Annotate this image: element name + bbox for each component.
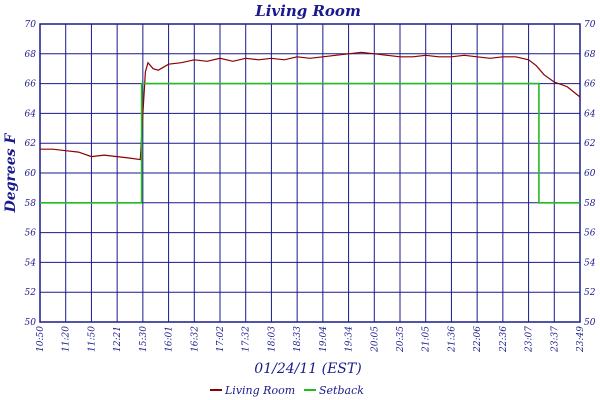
x-tick-label: 18:33 (293, 326, 303, 352)
grid (39, 23, 581, 323)
y-tick-label-left: 56 (25, 229, 37, 239)
y-tick-label-left: 58 (25, 199, 37, 209)
series-line-setback (40, 82, 580, 204)
x-tick-label: 11:20 (62, 326, 72, 352)
x-tick-label: 17:02 (216, 326, 226, 352)
x-tick-label: 23:07 (525, 326, 535, 353)
y-axis-label: Degrees F (3, 133, 19, 214)
x-tick-label: 19:04 (319, 326, 329, 352)
x-tick-label: 21:36 (447, 326, 457, 353)
y-tick-label-right: 62 (584, 139, 596, 149)
y-tick-label-left: 68 (25, 50, 37, 60)
legend-label-setback: Setback (319, 384, 364, 397)
y-tick-label-right: 64 (584, 109, 596, 119)
y-tick-label-right: 68 (584, 50, 596, 60)
y-tick-label-left: 60 (25, 169, 37, 179)
x-tick-label: 20:35 (396, 326, 406, 353)
y-tick-label-right: 54 (584, 258, 596, 268)
y-tick-label-right: 50 (584, 318, 596, 328)
y-tick-label-left: 70 (25, 20, 37, 30)
x-tick-label: 15:30 (139, 326, 149, 352)
y-tick-label-left: 52 (25, 288, 37, 298)
series-group (40, 51, 581, 204)
legend: Living Room Setback (210, 384, 364, 397)
legend-label-living-room: Living Room (224, 384, 295, 397)
y-tick-label-left: 50 (25, 318, 37, 328)
x-tick-label: 22:06 (473, 326, 483, 353)
y-tick-label-left: 66 (25, 80, 37, 90)
y-axis-left: 50 52 54 56 58 60 62 64 66 68 70 (25, 20, 37, 328)
y-axis-right: 50 52 54 56 58 60 62 64 66 68 70 (584, 20, 596, 328)
y-tick-label-right: 52 (584, 288, 596, 298)
x-tick-label: 17:32 (242, 326, 252, 352)
y-tick-label-left: 54 (25, 258, 37, 268)
chart-title: Living Room (254, 2, 361, 20)
x-tick-label: 18:03 (267, 326, 277, 352)
x-tick-label: 21:05 (422, 326, 432, 353)
x-tick-label: 16:01 (165, 326, 175, 352)
y-tick-label-right: 58 (584, 199, 596, 209)
x-tick-label: 23:37 (550, 326, 560, 353)
y-tick-label-right: 70 (584, 20, 596, 30)
x-tick-label: 10:50 (36, 326, 46, 352)
x-tick-label: 12:21 (113, 326, 123, 352)
x-tick-label: 22:36 (499, 326, 509, 353)
y-tick-label-left: 64 (25, 109, 37, 119)
x-tick-label: 16:32 (190, 326, 200, 352)
x-tick-label: 23:49 (576, 326, 586, 353)
x-axis: 10:50 11:20 11:50 12:21 15:30 16:01 16:32 17:02… (36, 326, 586, 353)
y-tick-label-right: 60 (584, 169, 596, 179)
y-tick-label-right: 56 (584, 229, 596, 239)
x-axis-label: 01/24/11 (EST) (254, 361, 361, 377)
y-tick-label-left: 62 (25, 139, 37, 149)
x-tick-label: 19:34 (345, 326, 355, 352)
x-tick-label: 11:50 (87, 326, 97, 352)
x-tick-label: 20:05 (370, 326, 380, 353)
series-line-living-room (40, 51, 581, 161)
plot-area-border (39, 23, 581, 323)
y-tick-label-right: 66 (584, 80, 596, 90)
